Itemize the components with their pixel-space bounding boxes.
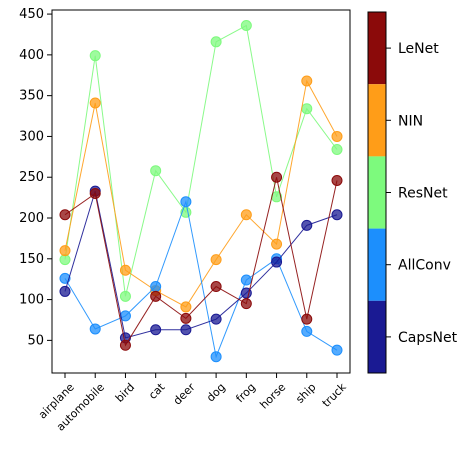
- series-point-resnet-bird: [119, 290, 131, 302]
- plot-content: [59, 20, 343, 363]
- y-tick-label-250: 250: [19, 170, 44, 185]
- series-point-lenet-airplane: [59, 209, 71, 221]
- legend-label-resnet: ResNet: [398, 186, 448, 202]
- series-point-allconv-dog: [210, 351, 222, 363]
- series-line-capsnet: [64, 190, 338, 339]
- y-tick-label-50: 50: [27, 333, 44, 348]
- series-point-lenet-frog: [240, 298, 252, 310]
- series-point-nin-deer: [180, 301, 192, 313]
- series-point-lenet-deer: [180, 312, 192, 324]
- legend-swatch-allconv: [368, 228, 386, 301]
- series-point-allconv-ship: [301, 325, 313, 337]
- series-point-lenet-horse: [271, 171, 283, 183]
- legend-colorbar: LeNet NIN ResNet AllConv CapsNet: [367, 11, 458, 374]
- y-axis: 50 100 150 200 250 300 350 400 450: [19, 7, 52, 348]
- legend-swatch-nin: [368, 84, 386, 157]
- series-point-capsnet-deer: [180, 324, 192, 336]
- series-point-resnet-truck: [331, 143, 343, 155]
- legend-swatch-lenet: [368, 12, 386, 85]
- y-tick-label-200: 200: [19, 211, 44, 226]
- x-tick-label-cat: cat: [146, 380, 168, 402]
- plot-area: [51, 9, 351, 374]
- x-tick-label-frog: frog: [233, 381, 258, 406]
- legend-label-allconv: AllConv: [398, 258, 451, 274]
- series-point-allconv-cat: [150, 281, 162, 293]
- series-point-lenet-automobile: [89, 188, 101, 200]
- series-point-nin-truck: [331, 130, 343, 142]
- series-point-nin-automobile: [89, 97, 101, 109]
- series-line-resnet: [64, 24, 338, 297]
- x-tick-label-dog: dog: [204, 381, 228, 405]
- x-tick-label-horse: horse: [257, 380, 288, 411]
- series-point-resnet-ship: [301, 103, 313, 115]
- legend-label-lenet: LeNet: [398, 41, 439, 57]
- legend-label-capsnet: CapsNet: [398, 330, 458, 346]
- series-point-capsnet-dog: [210, 313, 222, 325]
- legend-swatch-resnet: [368, 156, 386, 229]
- series-point-allconv-deer: [180, 196, 192, 208]
- series-point-lenet-dog: [210, 281, 222, 293]
- series-point-resnet-dog: [210, 36, 222, 48]
- x-tick-label-deer: deer: [171, 380, 198, 407]
- series-point-resnet-frog: [240, 20, 252, 31]
- y-tick-label-300: 300: [19, 129, 44, 144]
- series-point-nin-frog: [240, 209, 252, 221]
- series-point-capsnet-airplane: [59, 285, 71, 297]
- series-point-nin-bird: [119, 264, 131, 276]
- series-line-allconv: [64, 199, 338, 359]
- series-point-lenet-ship: [301, 313, 313, 325]
- series-point-allconv-frog: [240, 274, 252, 286]
- series-point-nin-ship: [301, 75, 313, 87]
- series-point-lenet-bird: [119, 339, 131, 351]
- series-line-lenet: [64, 177, 338, 347]
- legend-swatch-capsnet: [368, 300, 386, 373]
- series-point-capsnet-horse: [271, 256, 283, 268]
- series-line-nin: [64, 79, 338, 308]
- x-tick-label-ship: ship: [293, 381, 318, 406]
- series-point-capsnet-truck: [331, 209, 343, 221]
- series-point-lenet-truck: [331, 174, 343, 186]
- series-point-allconv-automobile: [89, 323, 101, 335]
- series-point-nin-horse: [271, 238, 283, 250]
- y-tick-label-450: 450: [19, 7, 44, 22]
- series-point-resnet-automobile: [89, 50, 101, 62]
- y-tick-label-400: 400: [19, 48, 44, 63]
- series-point-allconv-truck: [331, 344, 343, 356]
- series-point-nin-dog: [210, 254, 222, 266]
- x-tick-label-truck: truck: [320, 380, 350, 410]
- legend-border: [367, 11, 387, 374]
- y-tick-label-350: 350: [19, 89, 44, 104]
- series-point-lenet-cat: [150, 290, 162, 302]
- x-tick-label-bird: bird: [113, 381, 137, 405]
- series-point-capsnet-frog: [240, 287, 252, 299]
- series-point-capsnet-ship: [301, 219, 313, 231]
- series-point-nin-airplane: [59, 245, 71, 257]
- series-point-allconv-airplane: [59, 272, 71, 284]
- legend-label-nin: NIN: [398, 113, 423, 129]
- series-point-resnet-cat: [150, 165, 162, 177]
- y-tick-label-100: 100: [19, 293, 44, 308]
- y-tick-label-150: 150: [19, 252, 44, 267]
- series-point-capsnet-cat: [150, 324, 162, 336]
